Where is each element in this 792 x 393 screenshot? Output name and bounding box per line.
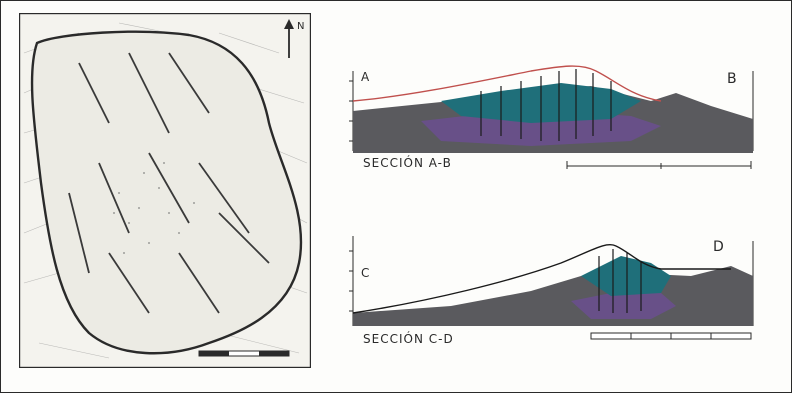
section-cd-scale-bar	[590, 332, 752, 340]
section-ab-scale-bar	[566, 161, 752, 169]
section-cd-dikes	[598, 249, 642, 313]
section-ab-end-left: A	[361, 70, 370, 84]
section-cd-label: SECCIÓN C-D	[363, 331, 454, 346]
north-label: N	[297, 21, 304, 32]
section-cd-purple	[571, 291, 676, 319]
section-cd-base	[353, 266, 753, 326]
cross-sections: A B SECCIÓN A-B	[349, 65, 754, 346]
flow-ridges	[68, 52, 270, 314]
section-ab-dikes	[480, 69, 612, 141]
flow-stipple	[113, 162, 195, 254]
section-ab-label: SECCIÓN A-B	[363, 155, 452, 170]
section-ab-profile	[352, 65, 662, 102]
map-scale-bar	[198, 350, 290, 357]
section-ab: A B SECCIÓN A-B	[349, 65, 754, 170]
section-cd-end-right: D	[713, 239, 724, 255]
flow-outline	[30, 30, 303, 355]
section-ab-end-right: B	[727, 71, 737, 87]
geologic-map: N	[19, 13, 311, 368]
section-cd-end-left: C	[361, 266, 369, 280]
section-cd-profile	[352, 244, 731, 314]
section-cd: C D SECCIÓN C-D	[349, 236, 754, 346]
north-arrow: N	[284, 19, 304, 58]
